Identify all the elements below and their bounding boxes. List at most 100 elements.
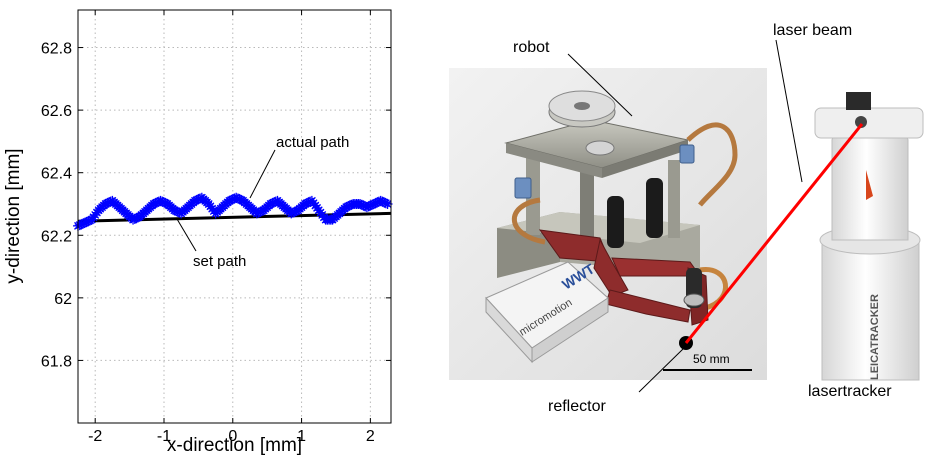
actual-path-point [343,201,354,212]
actual-path-point [234,194,245,205]
actual-path-point [361,202,372,213]
y-tick-label: 62.2 [41,228,72,245]
actual-path-point [74,220,85,231]
actual-path-point [358,200,369,211]
robot-leader [567,53,633,117]
actual-path-point [251,208,262,219]
x-tick-label: -2 [88,428,102,445]
actual-path-point [150,198,161,209]
grid [78,10,391,423]
actual-path-point [303,197,314,208]
actual-path-point [232,193,243,204]
actual-path-point [257,206,268,217]
robot-label: robot [513,39,550,56]
y-tick-label: 62 [54,291,72,308]
actual-path-point [158,197,169,208]
y-tick-label: 61.8 [41,353,72,370]
scale-bar-label: 50 mm [693,352,730,366]
laser-beam-leader [775,39,803,183]
actual-path-point [270,196,281,207]
tick-labels: -2 -1 0 1 2 61.8 62 62.2 62.4 62.6 62.8 [41,41,375,445]
actual-path-point [382,198,393,209]
actual-path-point [148,198,159,209]
actual-path-point [301,198,312,209]
actual-path-point [377,196,388,207]
actual-path-point [100,198,111,209]
actual-path-point [375,195,386,206]
set-path-annotation: set path [193,253,246,270]
actual-path-point [189,195,200,206]
actual-path-point [265,198,276,209]
actual-path-point [191,195,202,206]
robot-photo: WWT micromotion 50 mm LEICATRACKER robot… [449,22,924,415]
actual-path-point [380,198,391,209]
tracker-text: LEICATRACKER [869,294,881,380]
y-axis-label: y-direction [mm] [3,148,24,283]
plot-frame [77,9,392,424]
actual-path-point [193,194,204,205]
actual-path-point [300,198,311,209]
actual-path-point [269,197,280,208]
actual-path-point [370,198,381,209]
lasertracker-label: lasertracker [808,383,892,400]
actual-path-point [128,214,139,225]
actual-path-point [305,196,316,207]
actual-path-point [346,199,357,210]
actual-path-point [83,216,94,227]
actual-path-point [79,217,90,228]
actual-path-point [103,197,114,208]
laser-beam [684,123,864,344]
x-axis-label: x-direction [mm] [167,435,302,456]
actual-path-point [287,207,298,218]
actual-path-point [231,192,242,203]
actual-path-point [157,196,168,207]
actual-path-point [255,206,266,217]
actual-path-markers [73,192,393,231]
actual-path-point [131,213,142,224]
actual-path-point [253,207,264,218]
actual-path-point [368,198,379,209]
ticks [78,10,391,423]
actual-path-leader [249,149,276,199]
y-tick-label: 62.8 [41,41,72,58]
actual-path-point [363,201,374,212]
actual-path-point [78,218,89,229]
actual-path-point [76,219,87,230]
actual-path-point [155,195,166,206]
actual-path-point [102,198,113,209]
actual-path-point [172,206,183,217]
x-tick-label: 1 [297,428,306,445]
robot-arms [538,178,709,326]
actual-path-point [267,198,278,209]
actual-path-point [224,195,235,206]
laser-beam-label: laser beam [773,22,852,39]
actual-path-point [341,202,352,213]
actual-path-point [81,216,92,227]
actual-path-point [365,200,376,211]
path-plot: -2 -1 0 1 2 61.8 62 62.2 62.4 62.6 62.8 x-directio… [3,9,393,456]
actual-path-point [344,200,355,211]
actual-path-point [236,195,247,206]
actual-path-point [195,193,206,204]
x-tick-label: 2 [366,428,375,445]
actual-path-point [171,206,182,217]
actual-path-point [227,194,238,205]
actual-path-point [169,205,180,216]
actual-path-point [133,212,144,223]
reflector-leader [638,348,684,393]
reflector-label: reflector [548,398,606,415]
actual-path-annotation: actual path [276,134,349,151]
actual-path-point [129,213,140,224]
lasertracker: LEICATRACKER [814,92,924,381]
set-path-leader [176,218,197,252]
actual-path-point [372,197,383,208]
x-tick-label: 0 [228,428,237,445]
actual-path-point [105,196,116,207]
actual-path-point [356,199,367,210]
y-tick-label: 62.4 [41,166,72,183]
y-tick-label: 62.6 [41,103,72,120]
x-tick-label: -1 [157,428,171,445]
actual-path-point [289,206,300,217]
actual-path-point [226,195,237,206]
